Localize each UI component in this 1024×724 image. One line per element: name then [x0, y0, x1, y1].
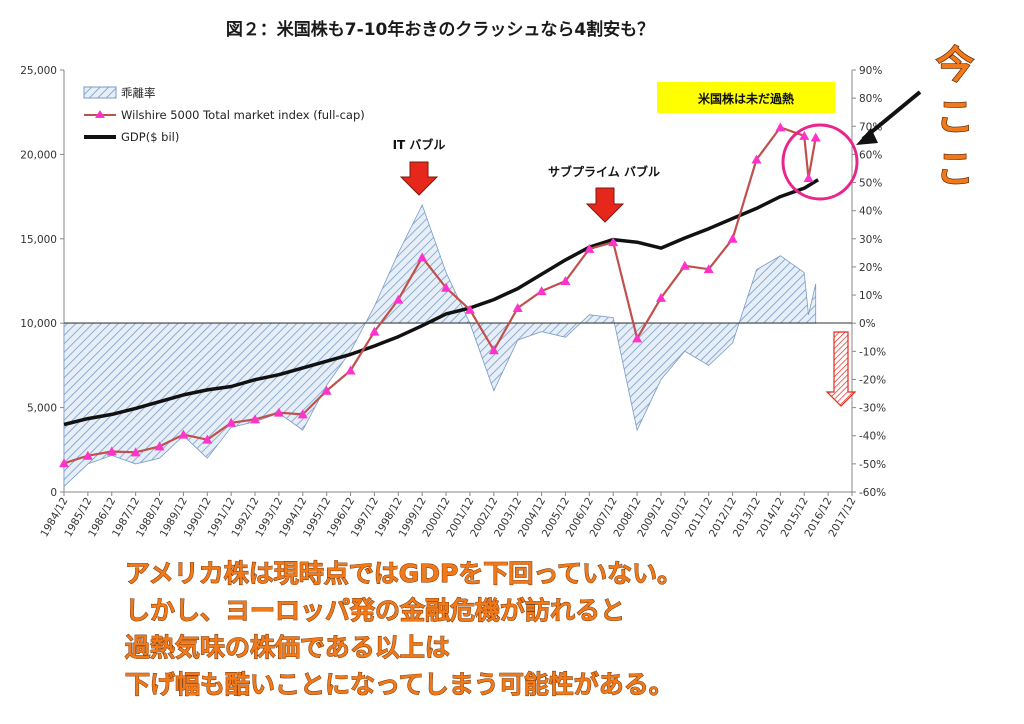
now-here-label: 今ここ: [935, 42, 974, 191]
right-tick-label: -10%: [859, 346, 886, 358]
wilshire-marker: [345, 365, 356, 375]
wilshire-marker: [321, 385, 332, 395]
legend-wilshire-marker: [95, 110, 105, 118]
wilshire-marker: [178, 429, 189, 439]
wilshire-marker: [82, 450, 93, 460]
wilshire-marker: [393, 294, 404, 304]
wilshire-line: [63, 126, 817, 465]
wilshire-marker: [803, 173, 814, 183]
left-tick-label: 5,000: [27, 403, 57, 415]
wilshire-marker: [130, 447, 141, 457]
right-tick-label: -60%: [859, 487, 886, 499]
wilshire-marker: [799, 130, 810, 140]
gdp-line-layer: [63, 178, 820, 427]
wilshire-marker: [369, 326, 380, 336]
legend-label-wilshire: Wilshire 5000 Total market index (full-c…: [121, 108, 365, 122]
gdp-line: [63, 178, 820, 427]
wilshire-marker: [106, 446, 117, 456]
wilshire-marker: [417, 252, 428, 262]
caption-line-3: 過熱気味の株価である以上は: [125, 633, 450, 662]
wilshire-marker: [226, 417, 237, 427]
right-tick-label: 0%: [859, 318, 876, 330]
wilshire-marker: [751, 154, 762, 164]
deviation-area: [63, 203, 817, 488]
subprime-bubble-label: サブプライム バブル: [548, 164, 660, 179]
right-tick-label: 50%: [859, 178, 882, 190]
right-tick-label: -30%: [859, 403, 886, 415]
now-here-arrow-shaft: [861, 90, 922, 141]
right-tick-label: 30%: [859, 234, 882, 246]
right-tick-label: 40%: [859, 206, 882, 218]
left-tick-label: 25,000: [20, 65, 57, 77]
wilshire-marker: [655, 292, 666, 302]
current-position-circle: [781, 123, 859, 201]
right-tick-label: 80%: [859, 93, 882, 105]
left-tick-label: 0: [50, 487, 57, 499]
left-axis-ticks: 0 5,000 10,000 15,000 20,000 25,000: [20, 65, 64, 499]
left-tick-label: 10,000: [20, 318, 57, 330]
deviation-area-layer: [63, 203, 817, 488]
wilshire-marker: [632, 333, 643, 343]
wilshire-marker: [810, 132, 821, 142]
wilshire-marker: [154, 441, 165, 451]
wilshire-marker: [250, 414, 261, 424]
chart-title: 図２：米国株も7-10年おきのクラッシュなら4割安も？: [226, 19, 654, 40]
wilshire-marker: [536, 286, 547, 296]
legend: 乖離率 Wilshire 5000 Total market index (fu…: [83, 86, 365, 144]
now-here-char: こ: [936, 95, 974, 139]
right-axis-ticks: -60% -50% -40% -30% -20% -10% 0% 10% 20% 30% 40% 50…: [852, 65, 886, 499]
wilshire-marker: [727, 233, 738, 243]
right-tick-label: 60%: [859, 149, 882, 161]
wilshire-marker: [488, 345, 499, 355]
subprime-bubble-arrow: [585, 187, 625, 223]
wilshire-marker: [775, 122, 786, 132]
overheated-callout-text: 米国株は未だ過熱: [698, 91, 794, 106]
caption-line-1: アメリカ株は現時点ではGDPを下回っていない。: [125, 559, 682, 588]
caption-line-2: しかし、ヨーロッパ発の金融危機が訪れると: [125, 596, 625, 625]
wilshire-marker: [608, 237, 619, 247]
left-tick-label: 15,000: [20, 234, 57, 246]
wilshire-marker: [512, 303, 523, 313]
wilshire-marker: [441, 282, 452, 292]
caption-line-4: 下げ幅も酷いことになってしまう可能性がある。: [125, 670, 674, 699]
right-tick-label: 10%: [859, 290, 882, 302]
now-here-arrow-head: [856, 128, 878, 145]
wilshire-marker: [59, 458, 69, 468]
downside-arrow: [825, 331, 857, 407]
right-tick-label: 20%: [859, 262, 882, 274]
wilshire-marker: [464, 304, 475, 314]
x-axis-ticks: 1984/121985/121986/121987/121988/121989/…: [38, 492, 859, 539]
now-here-char: こ: [936, 147, 974, 191]
legend-label-gdp: GDP($ bil): [121, 130, 179, 144]
right-tick-label: -20%: [859, 374, 886, 386]
right-tick-label: -40%: [859, 431, 886, 443]
it-bubble-label: IT バブル: [393, 137, 446, 152]
wilshire-marker: [584, 243, 595, 253]
wilshire-line-layer: [59, 122, 821, 468]
right-tick-label: -50%: [859, 459, 886, 471]
right-tick-label: 90%: [859, 65, 882, 77]
wilshire-marker: [703, 264, 714, 274]
left-tick-label: 20,000: [20, 149, 57, 161]
wilshire-marker: [202, 434, 213, 444]
wilshire-marker: [679, 260, 690, 270]
overheated-callout-box: [657, 82, 835, 113]
it-bubble-arrow: [399, 161, 439, 196]
now-here-char: 今: [936, 43, 974, 87]
wilshire-marker: [273, 407, 284, 417]
legend-label-deviation: 乖離率: [121, 86, 156, 100]
legend-area-swatch: [83, 86, 117, 99]
wilshire-marker: [560, 276, 571, 285]
wilshire-marker: [297, 409, 308, 419]
